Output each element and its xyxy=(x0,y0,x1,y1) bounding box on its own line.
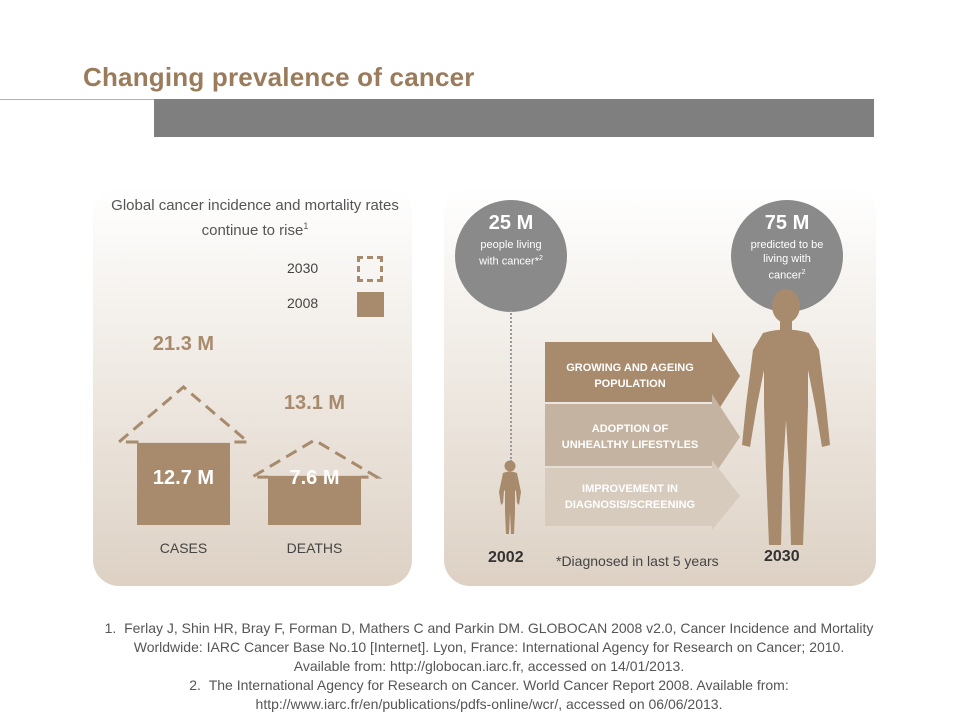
factor-diagnosis-screening: IMPROVEMENT IN DIAGNOSIS/SCREENING xyxy=(564,483,696,511)
chart-heading-text: Global cancer incidence and mortality ra… xyxy=(111,197,399,239)
deaths-2030-label: 13.1 M xyxy=(283,392,346,414)
connector-dotted-line xyxy=(510,310,512,462)
prevalence-2030-circle: 75 M predicted to be living with cancer2 xyxy=(731,200,843,312)
legend-swatch-2030 xyxy=(357,256,383,282)
title-divider xyxy=(0,99,155,100)
category-label-deaths: DEATHS xyxy=(286,540,343,556)
prevalence-2002-ref: 2 xyxy=(539,255,543,262)
prevalence-2002-caption: people living with cancer*2 xyxy=(455,238,567,269)
prevalence-2030-caption-text: predicted to be living with cancer xyxy=(750,239,824,282)
factor-unhealthy-lifestyles: ADOPTION OF UNHEALTHY LIFESTYLES xyxy=(561,423,699,451)
reference-2: 2. The International Agency for Research… xyxy=(189,677,789,712)
cases-2030-label: 21.3 M xyxy=(152,333,215,355)
chart-heading: Global cancer incidence and mortality ra… xyxy=(110,195,400,241)
legend-swatch-2008 xyxy=(357,292,384,317)
prevalence-2002-circle: 25 M people living with cancer*2 xyxy=(455,200,567,312)
cases-2008-label: 12.7 M xyxy=(152,467,215,489)
slide-title: Changing prevalence of cancer xyxy=(83,62,475,92)
category-label-cases: CASES xyxy=(159,540,208,556)
factor-growing-ageing: GROWING AND AGEING POPULATION xyxy=(566,362,694,390)
prevalence-2030-caption: predicted to be living with cancer2 xyxy=(731,238,843,283)
deaths-2008-label: 7.6 M xyxy=(289,467,340,489)
chart-heading-ref: 1 xyxy=(303,221,309,231)
reference-1: 1. Ferlay J, Shin HR, Bray F, Forman D, … xyxy=(104,620,874,674)
header-bar xyxy=(154,99,874,137)
diagnosis-footnote: *Diagnosed in last 5 years xyxy=(556,553,719,569)
year-2030-label: 2030 xyxy=(764,548,800,565)
incidence-panel xyxy=(93,187,412,586)
references: 1. Ferlay J, Shin HR, Bray F, Forman D, … xyxy=(104,619,874,714)
prevalence-2002-value: 25 M xyxy=(488,212,534,234)
prevalence-2030-ref: 2 xyxy=(801,269,806,276)
prevalence-2030-value: 75 M xyxy=(764,212,810,234)
prevalence-2002-caption-text: people living with cancer* xyxy=(479,239,542,268)
legend-label-2030: 2030 xyxy=(287,260,319,276)
year-2002-label: 2002 xyxy=(488,549,524,566)
legend-label-2008: 2008 xyxy=(287,295,319,311)
